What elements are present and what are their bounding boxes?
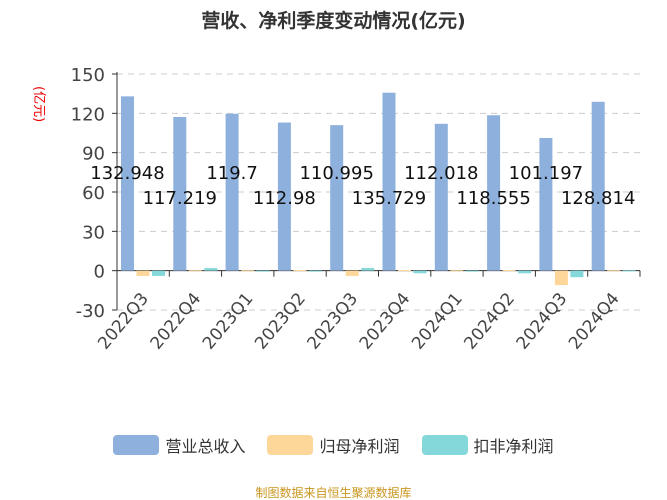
data-label: 135.729	[352, 188, 426, 209]
data-label: 112.018	[404, 163, 478, 184]
data-label: 101.197	[509, 163, 583, 184]
bar-revenue	[539, 137, 553, 271]
bar-deducted-profit	[204, 268, 218, 271]
x-tick-label: 2024Q4	[565, 289, 624, 354]
data-label: 128.814	[561, 188, 635, 209]
y-tick-label: 120	[71, 104, 105, 125]
bar-revenue	[434, 123, 448, 271]
y-tick-label: 30	[82, 222, 105, 243]
bar-net-profit	[136, 270, 150, 276]
legend-item-revenue[interactable]: 营业总收入	[113, 433, 245, 457]
bar-deducted-profit	[413, 270, 427, 274]
y-tick-label: 60	[82, 183, 105, 204]
legend-label: 扣非净利润	[473, 437, 554, 456]
legend: 营业总收入 归母净利润 扣非净利润	[0, 433, 667, 457]
legend-swatch	[421, 435, 468, 455]
bar-revenue	[382, 92, 396, 271]
bar-revenue	[225, 113, 239, 271]
y-tick-label: 150	[71, 65, 105, 86]
legend-item-deducted-profit[interactable]: 扣非净利润	[421, 433, 554, 457]
bar-revenue	[487, 115, 501, 271]
bar-net-profit	[293, 270, 307, 272]
data-label: 132.948	[90, 163, 164, 184]
bar-deducted-profit	[465, 270, 479, 272]
bar-deducted-profit	[622, 270, 636, 272]
bar-net-profit	[554, 270, 568, 286]
y-tick-label: -30	[76, 301, 105, 322]
bar-deducted-profit	[570, 270, 584, 278]
legend-item-net-profit[interactable]: 归母净利润	[267, 433, 400, 457]
bar-net-profit	[345, 270, 359, 276]
bar-revenue	[277, 122, 291, 271]
bar-net-profit	[188, 270, 202, 272]
source-footer: 制图数据来自恒生聚源数据库	[255, 486, 412, 500]
x-tick-label: 2023Q3	[303, 289, 362, 354]
data-label: 117.219	[143, 188, 217, 209]
data-label: 119.7	[206, 163, 258, 184]
data-label: 118.555	[456, 188, 530, 209]
data-label: 112.98	[253, 188, 316, 209]
x-tick-label: 2023Q2	[251, 289, 310, 354]
bar-deducted-profit	[518, 270, 532, 274]
x-tick-label: 2024Q2	[460, 289, 519, 354]
bar-revenue	[330, 125, 344, 271]
bar-net-profit	[502, 270, 516, 272]
x-tick-label: 2024Q1	[408, 289, 467, 354]
legend-label: 归母净利润	[319, 437, 400, 456]
bar-revenue	[121, 96, 134, 271]
data-label: 110.995	[299, 163, 373, 184]
legend-swatch	[267, 435, 314, 455]
legend-label: 营业总收入	[165, 437, 246, 456]
bar-net-profit	[241, 270, 255, 272]
bar-net-profit	[398, 270, 411, 272]
bar-net-profit	[607, 270, 621, 272]
chart-title: 营收、净利季度变动情况(亿元)	[201, 10, 466, 32]
x-tick-label: 2023Q1	[199, 289, 258, 354]
x-tick-label: 2024Q3	[513, 289, 572, 354]
bar-deducted-profit	[308, 270, 322, 272]
plot-area: -3003060901201502022Q3132.9482022Q4117.2…	[71, 65, 641, 354]
x-tick-label: 2022Q4	[147, 289, 206, 354]
y-axis-unit: (亿元)	[31, 86, 46, 123]
y-tick-label: 0	[94, 262, 105, 283]
legend-swatch	[113, 435, 160, 455]
bar-revenue	[173, 116, 187, 271]
x-tick-label: 2023Q4	[356, 289, 415, 354]
y-tick-label: 90	[82, 144, 105, 165]
bar-revenue	[591, 101, 605, 271]
bar-deducted-profit	[361, 268, 375, 271]
bar-deducted-profit	[152, 270, 165, 276]
bar-deducted-profit	[256, 270, 270, 272]
bar-net-profit	[450, 270, 464, 272]
